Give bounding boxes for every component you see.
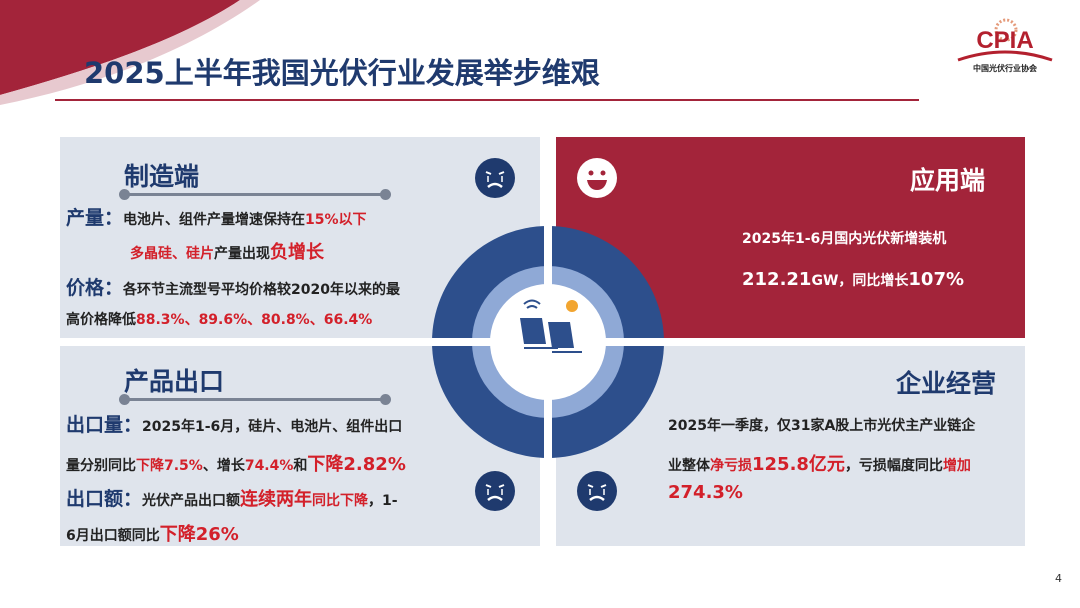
- text: 6月出口额同比: [66, 528, 160, 544]
- application-heading: 应用端: [910, 166, 986, 195]
- text: 和: [293, 458, 308, 474]
- divider: [119, 189, 391, 200]
- divider: [119, 394, 391, 405]
- highlight: 88.3%、89.6%、80.8%、66.4%: [136, 312, 373, 328]
- sad-face-icon: [577, 471, 617, 511]
- center-circle: [428, 222, 668, 462]
- export-value-label: 出口额：: [66, 488, 143, 510]
- highlight: 15%以下: [305, 212, 367, 228]
- business-line1: 2025年一季度，仅31家A股上市光伏主产业链企: [668, 418, 976, 434]
- sad-face-icon: [475, 158, 515, 198]
- highlight: 增加: [942, 458, 971, 474]
- text: 业整体: [668, 458, 710, 474]
- happy-face-icon: [577, 158, 617, 198]
- highlight: 下降26%: [159, 524, 239, 545]
- text: 产量出现: [214, 246, 270, 262]
- text: ，1-: [368, 493, 398, 509]
- price-label: 价格：: [66, 277, 124, 299]
- text: GW，同比增长: [811, 273, 909, 289]
- svg-text:CPIA: CPIA: [976, 27, 1033, 54]
- highlight: 125.8亿元: [752, 454, 845, 475]
- text: 、增长: [202, 458, 245, 474]
- text: 量分别同比: [66, 458, 136, 474]
- page-number: 4: [1055, 572, 1062, 585]
- highlight: 74.4%: [244, 458, 294, 474]
- business-heading: 企业经营: [896, 369, 997, 398]
- text: ，亏损幅度同比: [844, 458, 943, 474]
- text: 电池片、组件产量增速保持在: [123, 212, 306, 228]
- business-panel: 企业经营 2025年一季度，仅31家A股上市光伏主产业链企 业整体净亏损125.…: [556, 346, 1025, 546]
- export-volume-label: 出口量：: [66, 414, 143, 436]
- highlight: 下降7.5%: [136, 458, 203, 474]
- export-heading: 产品出口: [124, 367, 225, 396]
- capacity-value: 212.21: [742, 269, 812, 290]
- cpia-logo: CPIA 中国光伏行业协会: [950, 8, 1060, 78]
- sad-face-icon: [475, 471, 515, 511]
- solar-panel-wifi-sun-icon: [520, 299, 582, 353]
- growth-value: 107%: [908, 269, 965, 290]
- manufacturing-heading: 制造端: [124, 162, 200, 191]
- text: 2025年1-6月，硅片、电池片、组件出口: [142, 419, 403, 435]
- decorative-swoosh: [0, 0, 260, 105]
- application-line1: 2025年1-6月国内光伏新增装机: [742, 231, 947, 247]
- text: 各环节主流型号平均价格较2020年以来的最: [123, 282, 400, 298]
- highlight: 多晶硅、硅片: [130, 246, 214, 262]
- loss-increase: 274.3%: [668, 482, 743, 503]
- highlight: 同比下降: [312, 493, 369, 509]
- text: 高价格降低: [66, 312, 136, 328]
- highlight: 下降2.82%: [307, 454, 406, 475]
- title-divider: [55, 99, 919, 101]
- highlight: 连续两年: [240, 489, 313, 510]
- output-label: 产量：: [66, 207, 124, 229]
- highlight: 负增长: [270, 242, 324, 263]
- page-title: 2025上半年我国光伏行业发展举步维艰: [84, 56, 600, 90]
- text: 光伏产品出口额: [142, 493, 241, 509]
- highlight: 净亏损: [710, 458, 752, 474]
